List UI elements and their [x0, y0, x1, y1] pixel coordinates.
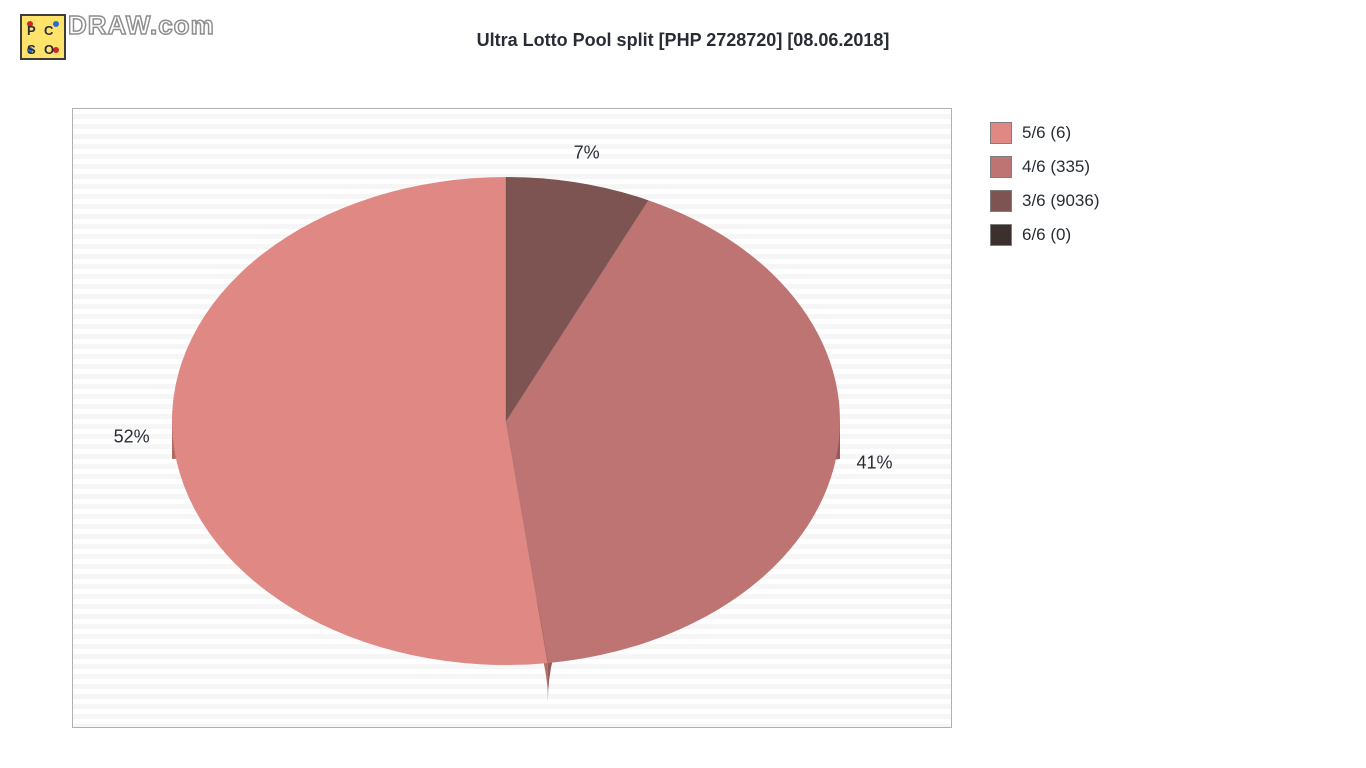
- pie-slice-label: 7%: [574, 143, 600, 164]
- pie-slice: [172, 177, 548, 665]
- legend-label: 6/6 (0): [1022, 225, 1071, 245]
- legend-swatch: [990, 122, 1012, 144]
- pie-slice-label: 41%: [856, 452, 892, 473]
- pie-slice-label: 52%: [114, 427, 150, 448]
- legend-item: 6/6 (0): [990, 224, 1100, 246]
- legend-label: 5/6 (6): [1022, 123, 1071, 143]
- logo-dot: [53, 21, 59, 27]
- legend-item: 3/6 (9036): [990, 190, 1100, 212]
- chart-title: Ultra Lotto Pool split [PHP 2728720] [08…: [0, 30, 1366, 51]
- legend-label: 4/6 (335): [1022, 157, 1090, 177]
- legend-item: 5/6 (6): [990, 122, 1100, 144]
- legend-swatch: [990, 224, 1012, 246]
- legend-swatch: [990, 190, 1012, 212]
- legend: 5/6 (6) 4/6 (335) 3/6 (9036) 6/6 (0): [990, 122, 1100, 258]
- pie-chart-svg: [73, 109, 953, 729]
- legend-item: 4/6 (335): [990, 156, 1100, 178]
- legend-label: 3/6 (9036): [1022, 191, 1100, 211]
- legend-swatch: [990, 156, 1012, 178]
- plot-area: [72, 108, 952, 728]
